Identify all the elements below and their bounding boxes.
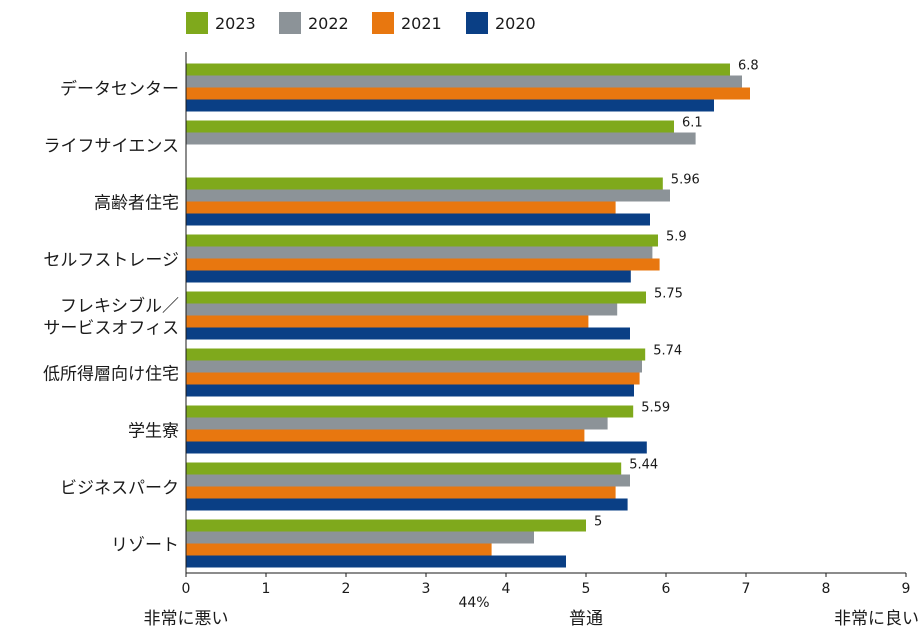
- bar-7-2021: [186, 429, 585, 442]
- bar-3-2021: [186, 201, 616, 214]
- bar-5-2023: [186, 291, 646, 304]
- x-tick-label-2: 2: [342, 581, 351, 597]
- category-label-1: データセンター: [60, 79, 179, 100]
- data-labels: 6.8 6.1 5.96 5.9 5.75 5.74 5.59 5.44 5: [594, 59, 759, 530]
- data-label-9: 5: [594, 515, 602, 530]
- legend-label-2023: 2023: [215, 14, 256, 33]
- legend-label-2020: 2020: [495, 14, 536, 33]
- bar-6-2022: [186, 360, 642, 373]
- category-label-9: リゾート: [111, 536, 179, 556]
- bar-3-2020: [186, 213, 650, 226]
- x-tick-label-7: 7: [742, 581, 751, 597]
- legend-swatch-2021: [372, 12, 394, 34]
- bar-7-2023: [186, 405, 634, 418]
- bar-4-2021: [186, 258, 660, 271]
- data-label-7: 5.59: [641, 401, 670, 416]
- bar-9-2021: [186, 543, 492, 556]
- bar-9-2020: [186, 555, 566, 568]
- x-tick-label-6: 6: [662, 581, 671, 597]
- anchor-label-high: 非常に良い: [834, 609, 919, 629]
- bar-8-2023: [186, 462, 622, 475]
- legend: 2023 2022 2021 2020: [186, 12, 536, 34]
- data-label-5: 5.75: [654, 287, 683, 302]
- anchor-labels: 非常に悪い 普通 非常に良い 44%: [144, 595, 920, 629]
- bar-2-2022: [186, 132, 696, 145]
- bar-9-2023: [186, 519, 586, 532]
- bar-1-2020: [186, 99, 714, 112]
- category-label-6: 低所得層向け住宅: [43, 365, 179, 385]
- bar-4-2020: [186, 270, 631, 283]
- data-label-6: 5.74: [653, 344, 682, 359]
- bar-9-2022: [186, 531, 534, 544]
- data-label-8: 5.44: [629, 458, 658, 473]
- category-label-8: ビジネスパーク: [60, 479, 179, 499]
- bar-1-2023: [186, 63, 730, 76]
- x-tick-label-9: 9: [902, 581, 911, 597]
- data-label-3: 5.96: [671, 173, 700, 188]
- category-label-5: フレキシブル／サービスオフィス: [43, 296, 179, 339]
- x-tick-label-8: 8: [822, 581, 831, 597]
- legend-label-2022: 2022: [308, 14, 349, 33]
- annotation-label: 44%: [458, 595, 489, 611]
- bar-5-2020: [186, 327, 630, 340]
- anchor-label-low: 非常に悪い: [144, 609, 229, 629]
- bar-1-2021: [186, 87, 750, 100]
- bar-6-2023: [186, 348, 646, 361]
- bar-7-2022: [186, 417, 608, 430]
- legend-swatch-2022: [279, 12, 301, 34]
- data-label-4: 5.9: [666, 230, 687, 245]
- data-label-2: 6.1: [682, 116, 703, 131]
- category-labels: データセンターライフサイエンス高齢者住宅セルフストレージフレキシブル／サービスオ…: [43, 79, 179, 556]
- x-tick-label-0: 0: [182, 581, 191, 597]
- category-label-7: 学生寮: [128, 422, 179, 442]
- data-label-1: 6.8: [738, 59, 759, 74]
- category-label-3: 高齢者住宅: [94, 194, 179, 214]
- bar-2-2023: [186, 120, 674, 133]
- bar-1-2022: [186, 75, 742, 88]
- bar-3-2023: [186, 177, 663, 190]
- category-label-2: ライフサイエンス: [44, 137, 180, 157]
- legend-swatch-2023: [186, 12, 208, 34]
- bar-3-2022: [186, 189, 670, 202]
- x-tick-label-1: 1: [262, 581, 271, 597]
- bar-6-2020: [186, 384, 634, 397]
- anchor-label-mid: 普通: [569, 609, 603, 629]
- bar-5-2021: [186, 315, 589, 328]
- bar-7-2020: [186, 441, 647, 454]
- x-tick-label-5: 5: [582, 581, 591, 597]
- legend-label-2021: 2021: [401, 14, 442, 33]
- bar-6-2021: [186, 372, 640, 385]
- category-label-4: セルフストレージ: [43, 251, 179, 271]
- bar-8-2021: [186, 486, 616, 499]
- legend-swatch-2020: [466, 12, 488, 34]
- bar-8-2020: [186, 498, 628, 511]
- bar-5-2022: [186, 303, 618, 316]
- bar-4-2022: [186, 246, 653, 259]
- bar-4-2023: [186, 234, 658, 247]
- x-tick-label-3: 3: [422, 581, 431, 597]
- bar-8-2022: [186, 474, 630, 487]
- bars-group: [186, 63, 750, 568]
- x-tick-label-4: 4: [502, 581, 511, 597]
- x-axis: 0 1 2 3 4 5 6 7 8 9: [182, 52, 911, 597]
